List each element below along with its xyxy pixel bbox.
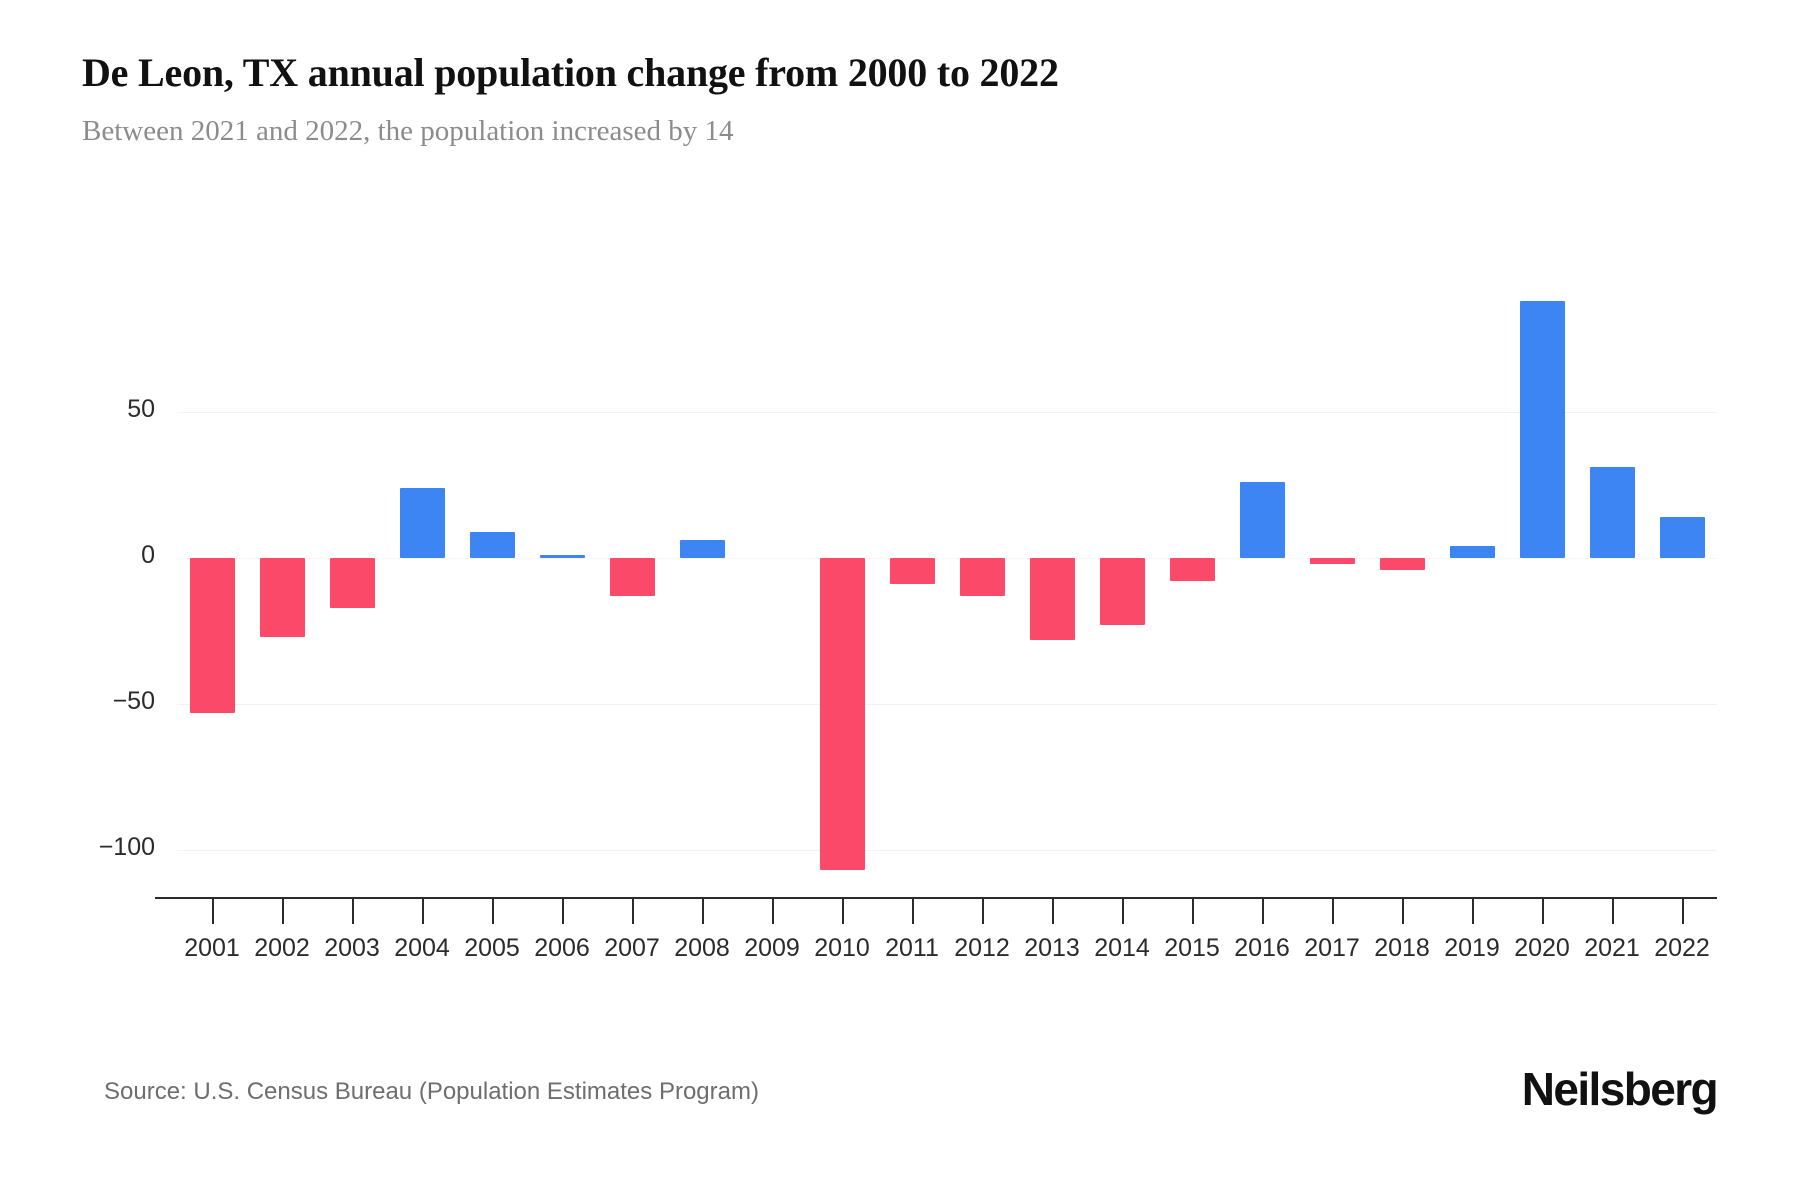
bar-2020[interactable] [1520,301,1565,558]
x-tick-label-2019: 2019 [1444,934,1500,962]
x-tick-label-2012: 2012 [954,934,1010,962]
chart-subtitle: Between 2021 and 2022, the population in… [82,115,734,147]
bar-2003[interactable] [330,558,375,608]
x-tick-label-2009: 2009 [744,934,800,962]
bar-2005[interactable] [470,532,515,558]
x-tick-label-2008: 2008 [674,934,730,962]
x-tick-label-2010: 2010 [814,934,870,962]
page-title: De Leon, TX annual population change fro… [82,50,1059,95]
x-tick [1122,898,1124,924]
x-tick [562,898,564,924]
x-tick [1052,898,1054,924]
bar-2018[interactable] [1380,558,1425,570]
x-tick [1542,898,1544,924]
bar-2004[interactable] [400,488,445,558]
x-tick-label-2016: 2016 [1234,934,1290,962]
x-tick [702,898,704,924]
x-tick-label-2002: 2002 [254,934,310,962]
bar-2011[interactable] [890,558,935,584]
x-tick [912,898,914,924]
x-tick-label-2021: 2021 [1584,934,1640,962]
y-tick-label: −100 [98,833,155,861]
bar-2017[interactable] [1310,558,1355,564]
x-tick [492,898,494,924]
x-tick [422,898,424,924]
source-note: Source: U.S. Census Bureau (Population E… [104,1078,759,1105]
bar-2013[interactable] [1030,558,1075,640]
x-tick [842,898,844,924]
bar-2010[interactable] [820,558,865,870]
bar-2016[interactable] [1240,482,1285,558]
x-tick-label-2013: 2013 [1024,934,1080,962]
gridline-50 [177,412,1717,413]
x-tick [1192,898,1194,924]
bar-series [177,0,1717,1200]
chart-header: De Leon, TX annual population change fro… [82,48,1682,150]
x-tick [282,898,284,924]
gridline--100 [177,850,1717,851]
bar-2006[interactable] [540,555,585,558]
x-tick-label-2022: 2022 [1654,934,1710,962]
bar-2007[interactable] [610,558,655,596]
x-tick [1402,898,1404,924]
x-tick-label-2014: 2014 [1094,934,1150,962]
x-tick [1682,898,1684,924]
gridline--50 [177,704,1717,705]
x-tick [772,898,774,924]
x-tick-label-2011: 2011 [885,934,939,962]
bar-2001[interactable] [190,558,235,713]
x-tick-label-2004: 2004 [394,934,450,962]
x-tick-label-2005: 2005 [464,934,520,962]
bar-2008[interactable] [680,540,725,558]
x-axis-line [155,897,1717,899]
bar-2012[interactable] [960,558,1005,596]
bar-2021[interactable] [1590,467,1635,558]
y-tick-label: 50 [127,395,155,423]
x-tick-label-2007: 2007 [604,934,660,962]
x-tick-label-2018: 2018 [1374,934,1430,962]
x-tick [982,898,984,924]
x-tick [632,898,634,924]
x-tick [1332,898,1334,924]
y-tick-label: −50 [112,687,155,715]
x-tick-label-2020: 2020 [1514,934,1570,962]
bar-2015[interactable] [1170,558,1215,581]
x-tick-label-2017: 2017 [1304,934,1360,962]
brand-logo: Neilsberg [1521,1063,1719,1115]
bar-2022[interactable] [1660,517,1705,558]
y-tick-label: 0 [141,541,155,569]
bar-2019[interactable] [1450,546,1495,558]
x-tick [1262,898,1264,924]
x-tick [212,898,214,924]
gridline-0 [177,558,1717,559]
x-tick-label-2015: 2015 [1164,934,1220,962]
x-tick [352,898,354,924]
bar-2002[interactable] [260,558,305,637]
bar-2014[interactable] [1100,558,1145,625]
x-tick-label-2006: 2006 [534,934,590,962]
x-tick [1472,898,1474,924]
x-tick-label-2001: 2001 [184,934,240,962]
x-tick-label-2003: 2003 [324,934,380,962]
x-tick [1612,898,1614,924]
